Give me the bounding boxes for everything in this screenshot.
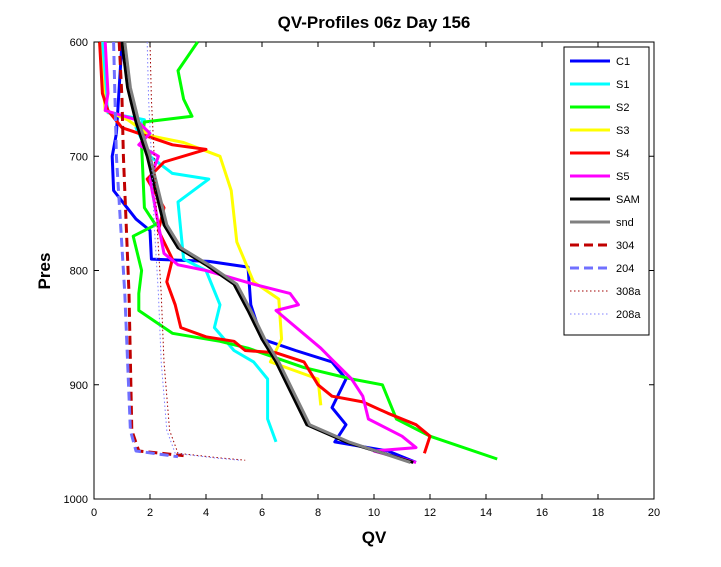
legend-label-308a: 308a bbox=[616, 286, 641, 298]
series-layer bbox=[98, 41, 498, 464]
x-tick-label: 2 bbox=[147, 507, 153, 519]
tick-layer: 0 2 4 6 8 10 12 14 16 18 20 600 700 800 900 1000 bbox=[64, 37, 661, 519]
series-line-304 bbox=[117, 41, 184, 458]
legend-label-S5: S5 bbox=[616, 171, 629, 183]
series-line-S4 bbox=[98, 41, 432, 454]
legend-label-S1: S1 bbox=[616, 79, 629, 91]
series-line-SAM bbox=[120, 41, 414, 464]
x-tick-label: 14 bbox=[480, 507, 492, 519]
legend-box bbox=[563, 46, 650, 336]
x-tick-label: 0 bbox=[91, 507, 97, 519]
y-tick-label: 1000 bbox=[64, 494, 88, 506]
y-tick-label: 900 bbox=[70, 380, 88, 392]
legend-label-204: 204 bbox=[616, 263, 634, 275]
y-tick-label: 800 bbox=[70, 266, 88, 278]
legend-label-S4: S4 bbox=[616, 148, 629, 160]
x-tick-label: 6 bbox=[259, 507, 265, 519]
legend-label-C1: C1 bbox=[616, 56, 630, 68]
legend-label-208a: 208a bbox=[616, 309, 641, 321]
y-axis-label: Pres bbox=[35, 253, 54, 290]
x-tick-label: 18 bbox=[592, 507, 604, 519]
series-line-208a bbox=[146, 41, 240, 461]
chart-title: QV-Profiles 06z Day 156 bbox=[278, 13, 471, 32]
x-axis-label: QV bbox=[362, 528, 387, 547]
series-line-snd bbox=[123, 41, 411, 464]
y-tick-label: 700 bbox=[70, 151, 88, 163]
x-tick-label: 8 bbox=[315, 507, 321, 519]
x-tick-label: 12 bbox=[424, 507, 436, 519]
legend-label-304: 304 bbox=[616, 240, 634, 252]
series-line-C1 bbox=[110, 41, 417, 464]
series-line-S2 bbox=[131, 41, 498, 461]
series-line-204 bbox=[112, 41, 179, 459]
x-tick-label: 20 bbox=[648, 507, 660, 519]
legend: C1 S1 S2 S3 S4 S5 SAM snd 304 204 308a 208a bbox=[563, 46, 650, 336]
legend-label-S2: S2 bbox=[616, 102, 629, 114]
x-tick-label: 4 bbox=[203, 507, 209, 519]
legend-label-snd: snd bbox=[616, 217, 634, 229]
y-tick-label: 600 bbox=[70, 37, 88, 49]
x-tick-label: 10 bbox=[368, 507, 380, 519]
x-tick-label: 16 bbox=[536, 507, 548, 519]
series-line-S5 bbox=[103, 41, 418, 464]
legend-label-S3: S3 bbox=[616, 125, 629, 137]
legend-label-SAM: SAM bbox=[616, 194, 640, 206]
